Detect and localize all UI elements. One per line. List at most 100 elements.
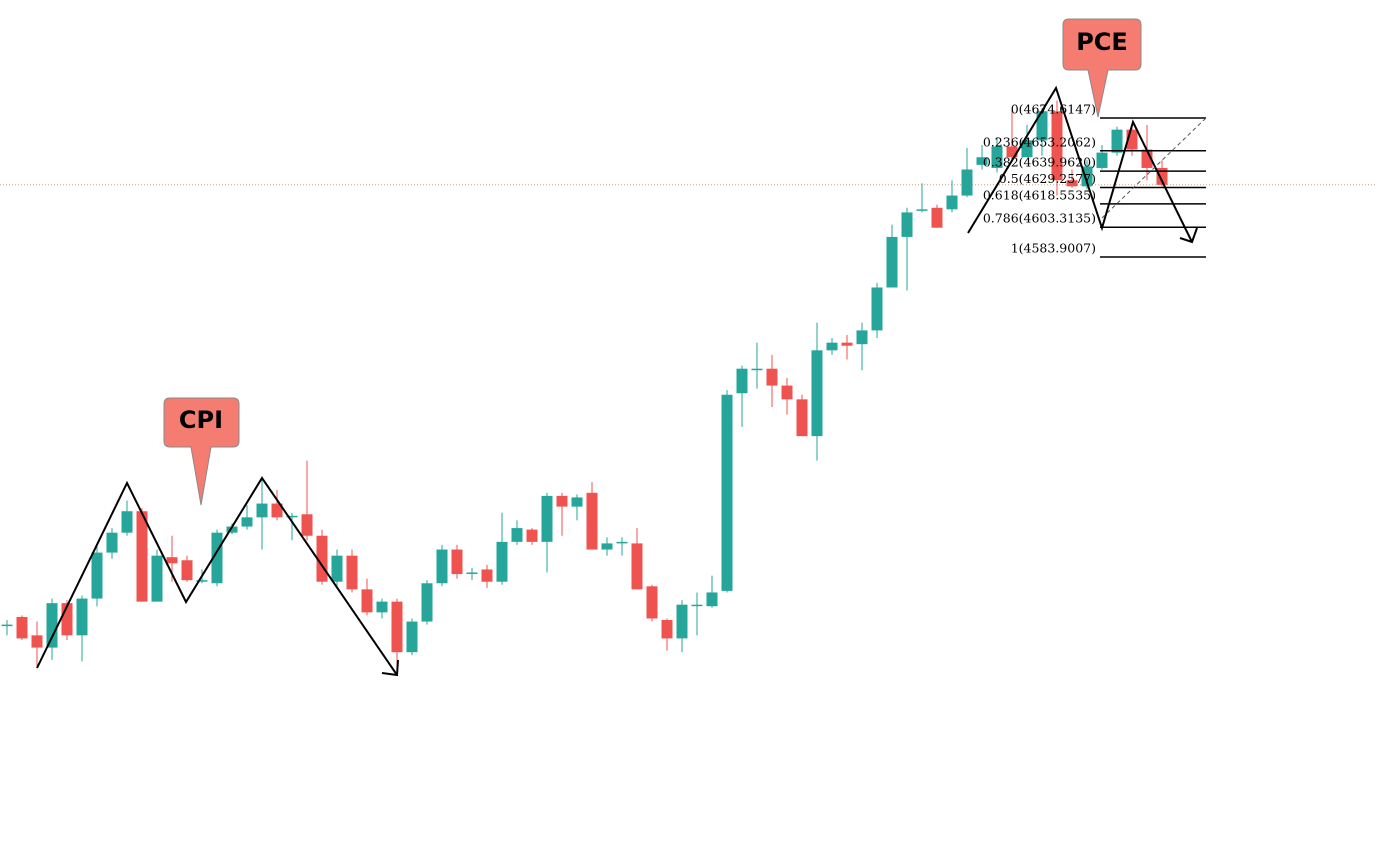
body <box>271 503 283 518</box>
body <box>946 195 958 210</box>
body <box>76 598 88 636</box>
candles <box>0 100 1375 673</box>
body <box>166 557 178 564</box>
body <box>931 207 943 228</box>
candle <box>556 492 568 536</box>
candle <box>1051 100 1063 196</box>
candle <box>436 544 448 587</box>
body <box>811 350 823 437</box>
candle <box>976 144 988 170</box>
callout-shape <box>163 397 240 506</box>
candle <box>271 489 283 521</box>
body <box>316 535 328 582</box>
candle <box>916 183 928 213</box>
candle <box>151 549 163 602</box>
body <box>196 580 208 582</box>
candle <box>781 377 793 415</box>
body <box>691 604 703 607</box>
body <box>886 236 898 288</box>
callout-cpi: CPI <box>163 397 240 506</box>
body <box>961 169 973 196</box>
arrow-head-left <box>381 659 399 677</box>
candle <box>91 544 103 607</box>
candle <box>481 564 493 588</box>
candle <box>391 598 403 673</box>
candle <box>661 618 673 651</box>
body <box>16 616 28 639</box>
zigzag-left <box>36 476 398 676</box>
body <box>616 541 628 544</box>
body <box>1021 140 1033 158</box>
body <box>1156 167 1168 185</box>
candle <box>16 615 28 640</box>
candle <box>766 354 778 408</box>
body <box>151 555 163 602</box>
body <box>241 517 253 527</box>
fib-level-label: 0.618(4618.5535) <box>983 187 1096 202</box>
body <box>916 209 928 211</box>
candle <box>526 528 538 545</box>
fib-level-label: 0.786(4603.3135) <box>983 211 1096 226</box>
candle <box>316 529 328 585</box>
candle <box>886 224 898 288</box>
fibonacci-retracement: 0(4674.6147) 0.236(4653.2062) 0.382(4639.9… <box>983 101 1206 258</box>
candle <box>871 282 883 339</box>
candle <box>76 595 88 662</box>
body <box>121 511 133 533</box>
callout-label: CPI <box>179 406 223 434</box>
body <box>1006 146 1018 158</box>
candle <box>856 322 868 371</box>
candle <box>31 621 43 668</box>
body <box>721 394 733 591</box>
body <box>136 511 148 602</box>
candle <box>691 592 703 636</box>
body <box>31 635 43 648</box>
body <box>676 604 688 639</box>
candle <box>1036 108 1048 156</box>
body <box>586 492 598 550</box>
candle <box>1 620 13 636</box>
body <box>976 157 988 165</box>
body <box>1096 152 1108 168</box>
candle <box>646 584 658 622</box>
body <box>406 621 418 653</box>
candle <box>1066 169 1078 188</box>
candle <box>721 390 733 593</box>
callout-label: PCE <box>1076 28 1128 56</box>
body <box>376 601 388 613</box>
candle <box>511 520 523 545</box>
body <box>511 528 523 542</box>
body <box>346 555 358 590</box>
candle <box>706 575 718 608</box>
body <box>901 212 913 237</box>
fib-level-label: 0(4674.6147) <box>1011 101 1096 116</box>
fib-level-label: 0.236(4653.2062) <box>983 134 1096 149</box>
body <box>526 529 538 542</box>
body <box>361 589 373 613</box>
body <box>46 603 58 648</box>
candle <box>601 537 613 556</box>
candle <box>421 580 433 625</box>
candle <box>571 494 583 521</box>
candle <box>211 529 223 587</box>
candle <box>466 567 478 581</box>
body <box>1066 180 1078 187</box>
body <box>1 624 13 627</box>
candle <box>901 207 913 291</box>
candle <box>811 322 823 461</box>
callout-pce: PCE <box>1062 18 1142 118</box>
candle <box>346 549 358 593</box>
body <box>991 146 1003 168</box>
body <box>541 495 553 542</box>
body <box>1081 166 1093 187</box>
candle <box>751 342 763 389</box>
fib-level-label: 0.5(4629.2577) <box>999 171 1096 186</box>
candle <box>406 618 418 656</box>
body <box>61 603 73 636</box>
candle <box>301 460 313 541</box>
body <box>211 532 223 584</box>
callout-shape <box>1062 18 1142 118</box>
candle <box>931 204 943 228</box>
candle <box>46 598 58 660</box>
candle <box>541 492 553 573</box>
